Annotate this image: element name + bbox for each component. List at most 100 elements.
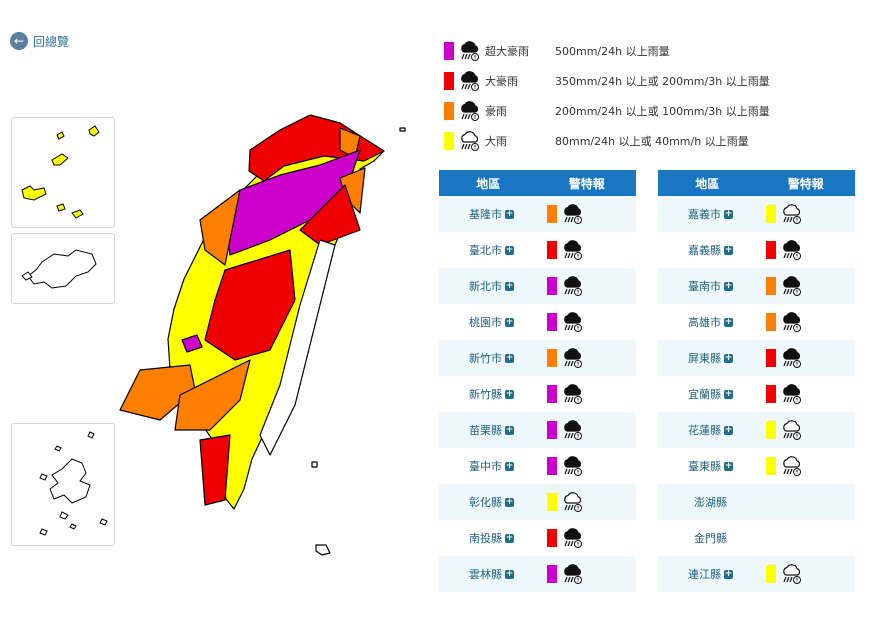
area-name: 宜蘭縣	[688, 388, 721, 401]
table-row: 苗栗縣 +	[439, 412, 636, 448]
table-row: 新竹縣 +	[439, 376, 636, 412]
weather-icon	[564, 492, 582, 512]
area-name: 彰化縣	[469, 496, 502, 509]
table-row: 宜蘭縣 +	[658, 376, 855, 412]
table-row: 臺南市 +	[658, 268, 855, 304]
expand-icon: +	[724, 280, 733, 291]
header-cell: 地區	[476, 176, 501, 191]
table-row: 嘉義縣 +	[658, 232, 855, 268]
weather-icon	[461, 101, 479, 121]
warning-swatch	[547, 205, 557, 223]
table-row: 雲林縣 +	[439, 556, 636, 592]
warning-swatch	[547, 349, 557, 367]
region	[204, 249, 296, 361]
area-name: 高雄市	[688, 316, 721, 329]
region	[259, 239, 336, 456]
weather-icon	[783, 348, 801, 368]
area-cell[interactable]: 苗栗縣 +	[439, 422, 544, 438]
warning-swatch	[766, 385, 776, 403]
weather-icon	[783, 456, 801, 476]
inset-map	[39, 431, 108, 536]
legend-item: 大雨 80mm/24h 以上或 40mm/h 以上雨量	[444, 126, 770, 156]
area-cell[interactable]: 嘉義市 +	[658, 206, 763, 222]
status-cell	[544, 419, 584, 441]
area-cell[interactable]: 高雄市 +	[658, 314, 763, 330]
status-cell	[544, 383, 584, 405]
warning-swatch	[766, 205, 776, 223]
table-row: 嘉義市 +	[658, 196, 855, 232]
table-row: 金門縣	[658, 520, 855, 556]
area-cell[interactable]: 雲林縣 +	[439, 566, 544, 582]
area-cell[interactable]: 新北市 +	[439, 278, 544, 294]
area-cell[interactable]: 連江縣 +	[658, 566, 763, 582]
area-cell[interactable]: 彰化縣 +	[439, 494, 544, 510]
area-cell[interactable]: 臺北市 +	[439, 242, 544, 258]
legend-swatch	[444, 42, 454, 60]
legend-name: 大雨	[485, 135, 507, 148]
weather-icon	[564, 204, 582, 224]
table-header: 地區 警特報	[439, 170, 636, 196]
expand-icon: +	[505, 352, 514, 363]
weather-icon	[564, 276, 582, 296]
area-cell[interactable]: 屏東縣 +	[658, 350, 763, 366]
area-cell[interactable]: 新竹縣 +	[439, 386, 544, 402]
area-name: 澎湖縣	[694, 496, 727, 509]
table-row: 屏東縣 +	[658, 340, 855, 376]
weather-icon	[783, 384, 801, 404]
weather-icon	[783, 312, 801, 332]
area-cell[interactable]: 桃園市 +	[439, 314, 544, 330]
expand-icon: +	[724, 460, 733, 471]
table-row: 南投縣 +	[439, 520, 636, 556]
legend-description: 500mm/24h 以上雨量	[555, 45, 670, 58]
weather-icon	[461, 131, 479, 151]
status-cell	[763, 203, 803, 225]
table-row: 連江縣 +	[658, 556, 855, 592]
area-cell[interactable]: 宜蘭縣 +	[658, 386, 763, 402]
warning-swatch	[766, 313, 776, 331]
weather-icon	[564, 456, 582, 476]
area-cell[interactable]: 花蓮縣 +	[658, 422, 763, 438]
table: 地區 警特報 基隆市 + 臺北市 + 新北市 + 桃園市 + 新竹市 + 新竹縣 + 苗栗縣 + 臺中市 + 彰化縣…	[439, 170, 636, 592]
region	[199, 189, 241, 266]
back-text: 回總覽	[33, 34, 70, 49]
area-name: 嘉義市	[688, 208, 721, 221]
area-name: 新北市	[469, 280, 502, 293]
table-row: 臺東縣 +	[658, 448, 855, 484]
weather-icon	[783, 564, 801, 584]
weather-icon	[461, 41, 479, 61]
warning-swatch	[547, 385, 557, 403]
region	[181, 334, 203, 353]
back-link[interactable]: ← 回總覽	[10, 32, 69, 50]
weather-icon	[783, 204, 801, 224]
table-row: 臺北市 +	[439, 232, 636, 268]
area-cell[interactable]: 嘉義縣 +	[658, 242, 763, 258]
area-cell[interactable]: 臺南市 +	[658, 278, 763, 294]
area-cell[interactable]: 新竹市 +	[439, 350, 544, 366]
area-name: 花蓮縣	[688, 424, 721, 437]
area-name: 屏東縣	[688, 352, 721, 365]
status-cell	[544, 347, 584, 369]
table-row: 基隆市 +	[439, 196, 636, 232]
area-name: 基隆市	[469, 208, 502, 221]
expand-icon: +	[505, 532, 514, 543]
status-cell	[763, 455, 803, 477]
weather-icon	[564, 384, 582, 404]
area-cell[interactable]: 臺中市 +	[439, 458, 544, 474]
area-cell[interactable]: 南投縣 +	[439, 530, 544, 546]
area-cell[interactable]: 臺東縣 +	[658, 458, 763, 474]
area-name: 南投縣	[469, 532, 502, 545]
area-name: 雲林縣	[469, 568, 502, 581]
area-cell[interactable]: 基隆市 +	[439, 206, 544, 222]
area-name: 臺北市	[469, 244, 502, 257]
status-cell	[544, 311, 584, 333]
legend-item: 超大豪雨 500mm/24h 以上雨量	[444, 36, 770, 66]
weather-icon	[564, 312, 582, 332]
table-body: 嘉義市 + 嘉義縣 + 臺南市 + 高雄市 + 屏東縣 + 宜蘭縣 + 花蓮縣 + 臺東縣 + 澎湖縣 金門縣 連江…	[658, 196, 855, 592]
inset-penghu	[11, 423, 115, 546]
area-name: 嘉義縣	[688, 244, 721, 257]
status-cell	[763, 563, 803, 585]
area-cell: 金門縣	[658, 530, 763, 546]
region	[174, 359, 251, 431]
status-cell	[544, 527, 584, 549]
